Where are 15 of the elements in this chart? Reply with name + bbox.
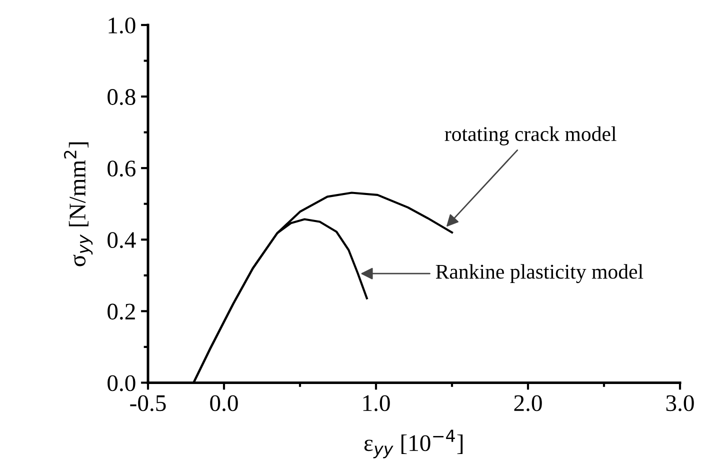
annotation: rotating crack model [444,126,616,146]
x-tick-label: 1.0 [363,395,390,412]
y-tick-label: 0.2 [108,304,135,320]
x-axis-title: ε$_{yy}$ [10$^{−4}$] [364,430,463,458]
y-tick-label: 0.6 [108,160,136,177]
y-axis-title: σ$_{yy}$ [N/mm$^{2}$] [64,142,93,266]
y-tick-label: 0.4 [108,232,136,248]
y-tick-label: 1.0 [108,17,136,34]
x-tick-label: 0.0 [210,395,238,412]
y-tick-label: 0.0 [108,375,136,392]
x-tick-label: -0.5 [130,395,166,412]
annotation: Rankine plasticity model [436,264,644,284]
y-tick-label: 0.8 [108,89,136,106]
x-tick-label: 2.0 [514,395,542,412]
x-tick-label: 3.0 [666,395,694,412]
